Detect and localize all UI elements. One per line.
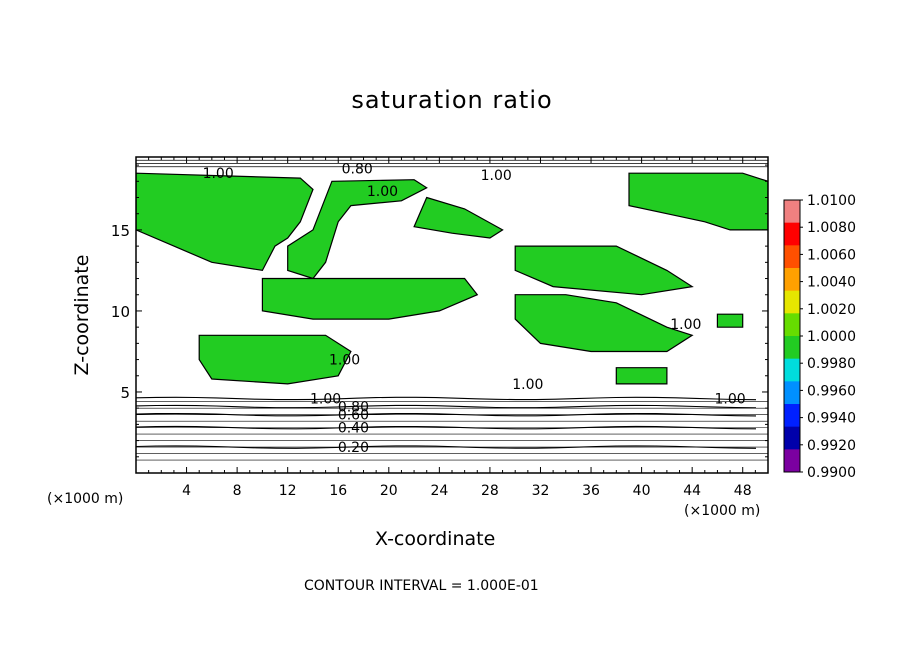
- x-axis-label: X-coordinate: [375, 528, 496, 550]
- field-region: [615, 367, 668, 385]
- x-tick-label: 44: [683, 483, 701, 499]
- y-axis-label: Z-coordinate: [71, 254, 93, 376]
- x-tick-label: 32: [532, 483, 550, 499]
- colorbar-swatch: [784, 381, 800, 405]
- colorbar-swatch: [784, 245, 800, 269]
- chart-title: saturation ratio: [351, 86, 553, 114]
- field-region: [136, 172, 314, 272]
- colorbar-label: 1.0100: [807, 193, 856, 209]
- colorbar-swatch: [784, 404, 800, 428]
- colorbar-swatch: [784, 313, 800, 337]
- contour-label: 0.80: [342, 161, 373, 177]
- contour-label: 0.60: [338, 408, 369, 424]
- colorbar-label: 0.9980: [807, 356, 856, 372]
- x-unit-label-right: (×1000 m): [684, 503, 761, 519]
- contour-label: 0.80: [338, 400, 369, 416]
- contour-label: 0.20: [338, 440, 369, 456]
- colorbar-label: 0.9960: [807, 383, 856, 399]
- colorbar-swatch: [784, 268, 800, 292]
- x-tick-label: 20: [380, 483, 398, 499]
- colorbar-swatch: [784, 449, 800, 473]
- contour-interval-note: CONTOUR INTERVAL = 1.000E-01: [304, 578, 539, 594]
- contour-line-0.80: [136, 404, 757, 409]
- colorbar-label: 1.0020: [807, 302, 856, 318]
- contour-line-0.40: [136, 425, 757, 430]
- field-region: [198, 334, 352, 385]
- colorbar-label: 0.9940: [807, 411, 856, 427]
- colorbar-swatch: [784, 426, 800, 450]
- field-region: [261, 277, 479, 320]
- contour-label: 1.00: [367, 184, 398, 200]
- colorbar-label: 1.0060: [807, 247, 856, 263]
- x-tick-label: 16: [329, 483, 347, 499]
- field-region: [413, 196, 504, 239]
- x-tick-label: 8: [233, 483, 242, 499]
- x-unit-label-left: (×1000 m): [47, 491, 124, 507]
- x-tick-label: 36: [582, 483, 600, 499]
- y-tick-label: 5: [120, 384, 130, 402]
- colorbar-swatch: [784, 200, 800, 224]
- contour-line-0.60: [136, 412, 757, 417]
- x-tick-label: 48: [734, 483, 752, 499]
- x-tick-label: 28: [481, 483, 499, 499]
- colorbar-swatch: [784, 290, 800, 314]
- y-tick-label: 10: [111, 303, 130, 321]
- field-region: [716, 313, 744, 328]
- field-region: [514, 294, 694, 353]
- field-region: [628, 172, 768, 231]
- field-region: [514, 245, 694, 296]
- contour-label: 1.00: [512, 377, 543, 393]
- x-tick-label: 24: [430, 483, 448, 499]
- colorbar-label: 1.0080: [807, 220, 856, 236]
- contour-label: 1.00: [310, 391, 341, 407]
- colorbar-swatch: [784, 358, 800, 382]
- colorbar-label: 0.9920: [807, 438, 856, 454]
- x-tick-label: 4: [182, 483, 191, 499]
- colorbar-swatch: [784, 336, 800, 360]
- contour-label: 1.00: [481, 168, 512, 184]
- x-tick-label: 40: [633, 483, 651, 499]
- contour-line-1.00: [136, 396, 757, 401]
- x-tick-label: 12: [279, 483, 297, 499]
- colorbar-label: 1.0040: [807, 275, 856, 291]
- field-region: [287, 179, 428, 280]
- contour-label: 1.00: [714, 391, 745, 407]
- contour-label: 1.00: [203, 166, 234, 182]
- y-tick-label: 15: [111, 222, 130, 240]
- colorbar-label: 0.9900: [807, 465, 856, 481]
- contour-label: 1.00: [329, 353, 360, 369]
- contour-label: 0.40: [338, 421, 369, 437]
- colorbar-label: 1.0000: [807, 329, 856, 345]
- colorbar-swatch: [784, 222, 800, 246]
- contour-label: 1.00: [670, 317, 701, 333]
